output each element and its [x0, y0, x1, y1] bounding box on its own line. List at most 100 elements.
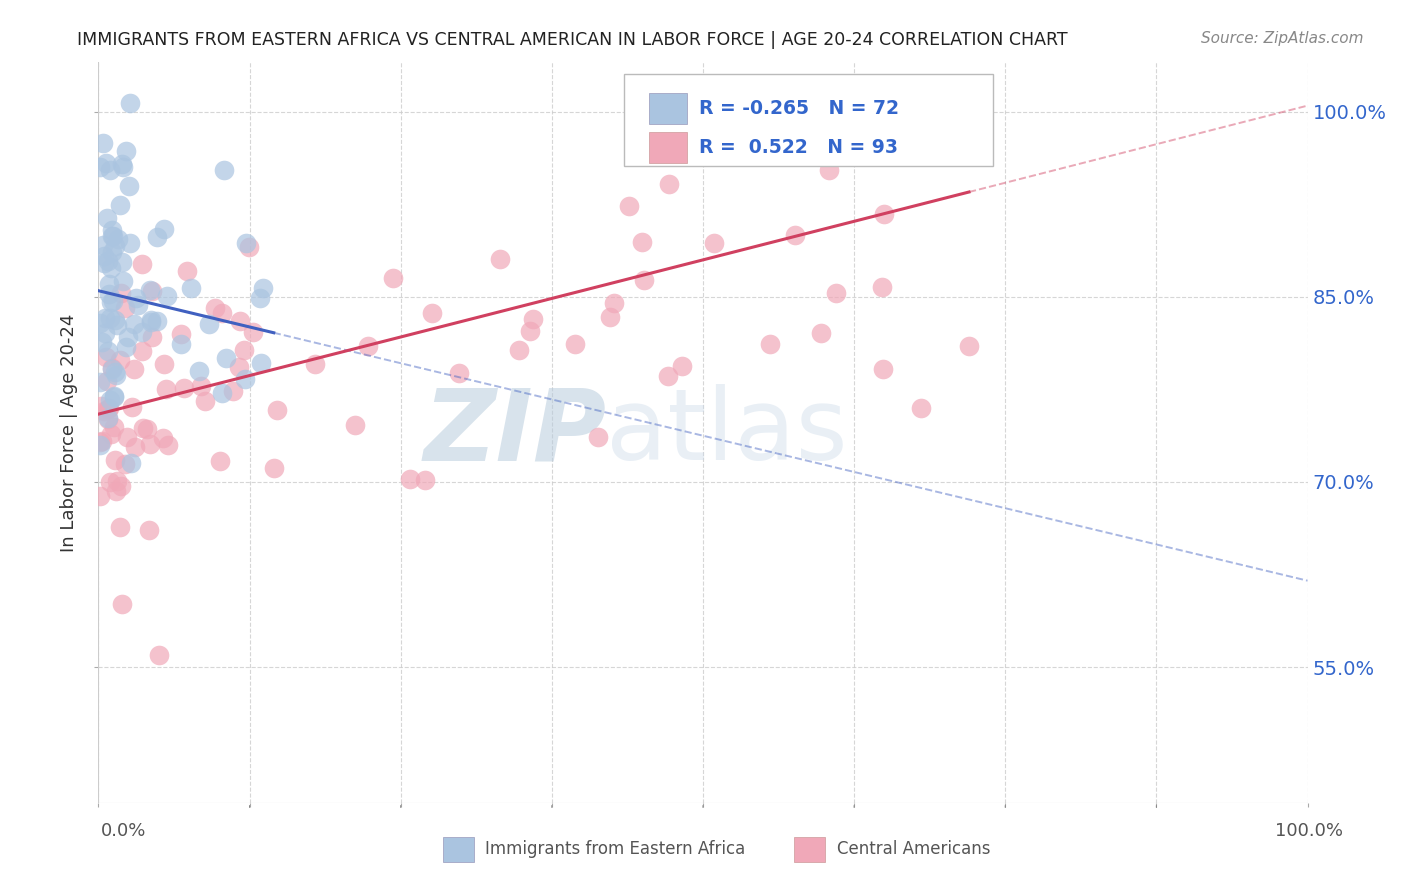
- Point: [94, 155, 117, 169]
- Point: [197, 317, 219, 331]
- Point: [115, 339, 138, 353]
- Point: [139, 315, 162, 329]
- Point: [657, 369, 679, 384]
- Point: [105, 475, 128, 489]
- Point: [139, 283, 162, 297]
- Text: Immigrants from Eastern Africa: Immigrants from Eastern Africa: [485, 840, 745, 858]
- Point: [108, 353, 131, 368]
- Point: [89, 375, 111, 389]
- Point: [97, 410, 120, 425]
- Point: [232, 343, 254, 358]
- Point: [148, 648, 170, 662]
- Point: [90, 399, 112, 413]
- Point: [89, 316, 111, 330]
- Text: atlas: atlas: [606, 384, 848, 481]
- Point: [114, 301, 136, 315]
- Point: [619, 199, 641, 213]
- Bar: [443, 837, 474, 862]
- Point: [103, 238, 125, 252]
- Point: [96, 211, 118, 225]
- Point: [115, 144, 138, 158]
- Point: [156, 438, 179, 452]
- FancyBboxPatch shape: [624, 73, 993, 166]
- Point: [103, 389, 125, 403]
- Point: [173, 381, 195, 395]
- Point: [120, 236, 142, 251]
- Point: [741, 80, 763, 95]
- Point: [249, 291, 271, 305]
- Point: [235, 235, 257, 250]
- Point: [190, 379, 212, 393]
- Point: [111, 274, 134, 288]
- Point: [413, 473, 436, 487]
- Point: [910, 401, 932, 415]
- Point: [522, 312, 544, 326]
- Point: [120, 456, 142, 470]
- Point: [114, 457, 136, 471]
- Point: [870, 280, 893, 294]
- Point: [588, 430, 610, 444]
- Point: [103, 313, 125, 327]
- Point: [94, 326, 117, 341]
- Point: [108, 520, 131, 534]
- Point: [107, 232, 129, 246]
- Point: [508, 343, 530, 357]
- Point: [170, 336, 193, 351]
- Point: [125, 291, 148, 305]
- Point: [111, 255, 134, 269]
- Point: [96, 374, 118, 388]
- Point: [100, 361, 122, 376]
- Point: [603, 296, 626, 310]
- Point: [633, 273, 655, 287]
- Point: [145, 230, 167, 244]
- Point: [228, 359, 250, 374]
- Point: [110, 286, 132, 301]
- Point: [100, 260, 122, 275]
- Point: [97, 277, 120, 291]
- Point: [89, 434, 111, 449]
- Point: [89, 437, 111, 451]
- Point: [97, 401, 120, 416]
- Point: [211, 386, 233, 401]
- Point: [238, 240, 260, 254]
- Point: [156, 289, 179, 303]
- Point: [250, 356, 273, 370]
- Text: 0.0%: 0.0%: [101, 822, 146, 840]
- Point: [214, 351, 236, 366]
- Point: [98, 475, 121, 489]
- Text: Source: ZipAtlas.com: Source: ZipAtlas.com: [1201, 31, 1364, 46]
- Point: [187, 364, 209, 378]
- Point: [97, 412, 120, 426]
- Point: [180, 281, 202, 295]
- Point: [101, 293, 124, 308]
- Point: [946, 120, 969, 134]
- Point: [818, 162, 841, 177]
- Point: [785, 228, 807, 243]
- Bar: [648, 93, 688, 124]
- Point: [132, 421, 155, 435]
- Bar: [648, 131, 688, 162]
- Point: [104, 453, 127, 467]
- Point: [136, 422, 159, 436]
- Point: [122, 362, 145, 376]
- Point: [343, 417, 366, 432]
- Point: [229, 313, 252, 327]
- Point: [204, 301, 226, 316]
- Text: R = -0.265   N = 72: R = -0.265 N = 72: [699, 99, 900, 119]
- Point: [630, 235, 652, 249]
- Point: [139, 313, 162, 327]
- Point: [105, 318, 128, 332]
- Point: [90, 335, 112, 350]
- Point: [103, 391, 125, 405]
- Point: [91, 136, 114, 151]
- Point: [242, 325, 264, 339]
- Point: [658, 177, 681, 191]
- Point: [100, 426, 122, 441]
- Point: [100, 295, 122, 310]
- Point: [131, 257, 153, 271]
- Text: R =  0.522   N = 93: R = 0.522 N = 93: [699, 137, 898, 157]
- Point: [97, 401, 120, 416]
- Point: [97, 344, 120, 359]
- Text: IMMIGRANTS FROM EASTERN AFRICA VS CENTRAL AMERICAN IN LABOR FORCE | AGE 20-24 CO: IMMIGRANTS FROM EASTERN AFRICA VS CENTRA…: [77, 31, 1069, 49]
- Point: [139, 437, 162, 451]
